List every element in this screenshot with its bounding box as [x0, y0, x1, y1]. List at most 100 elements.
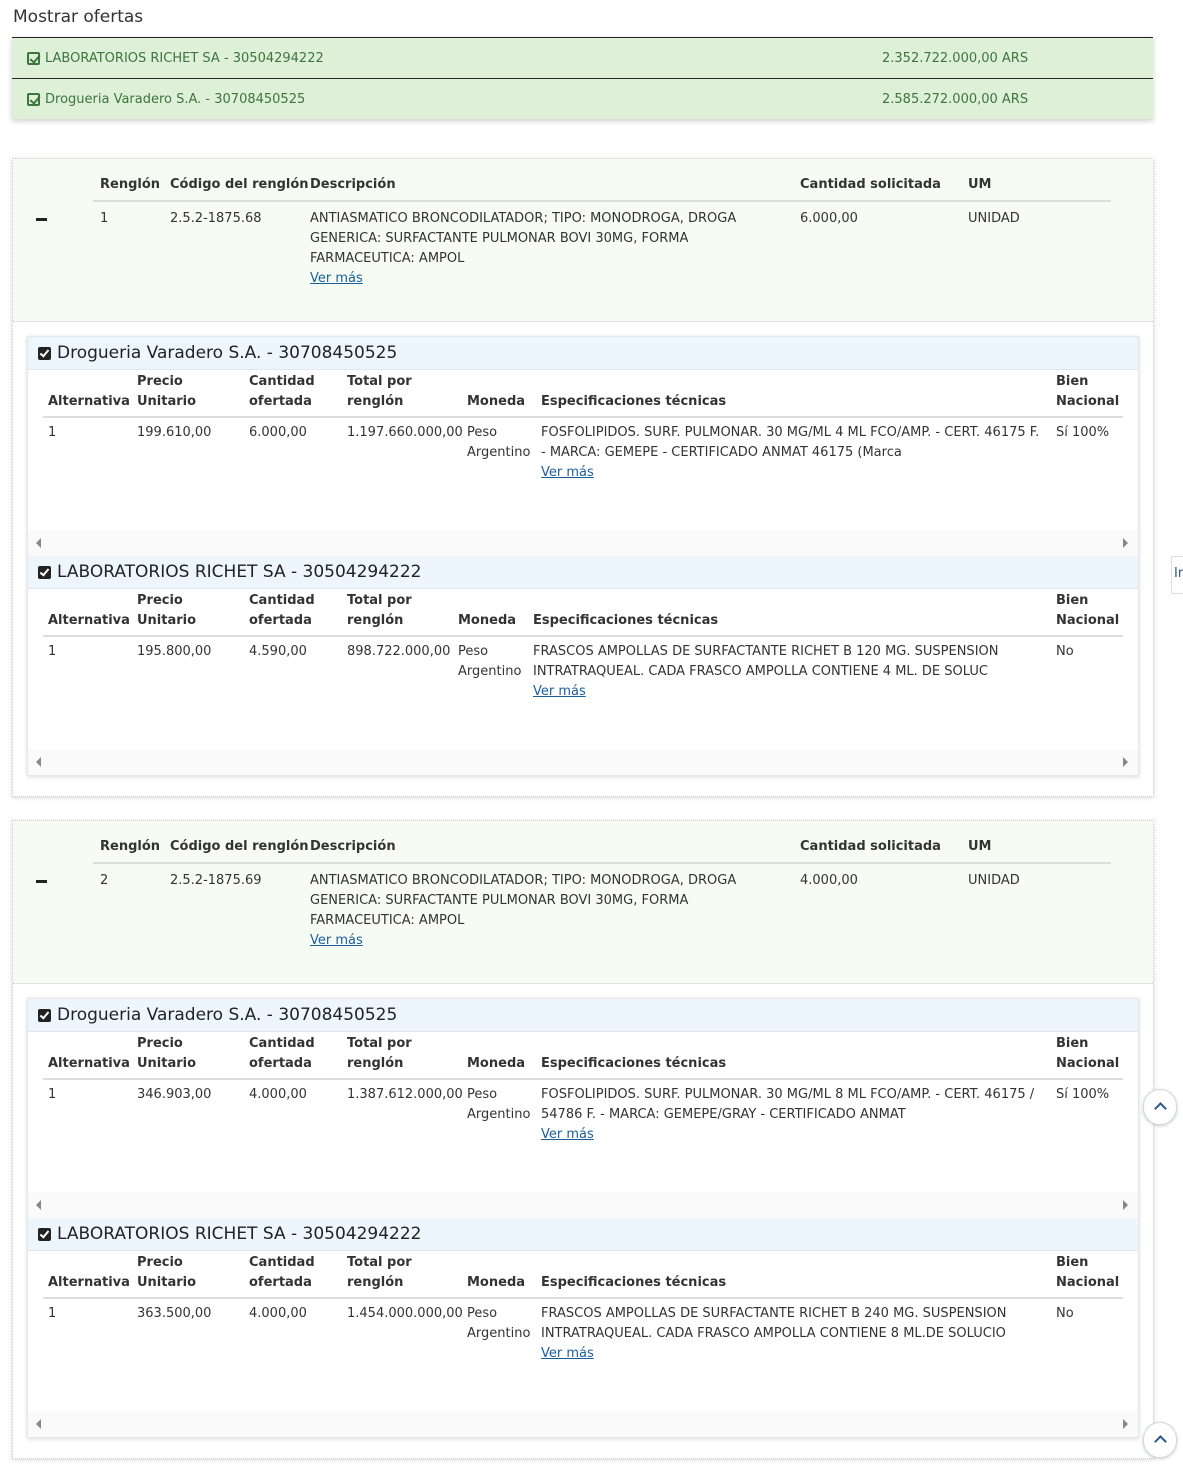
summary-supplier: LABORATORIOS RICHET SA - 30504294222 [45, 50, 324, 66]
item-header: Renglón Código del renglón Descripción C… [13, 821, 1153, 984]
offer-bien-nacional: No [1056, 1306, 1074, 1321]
offer-quantity: 6.000,00 [249, 425, 307, 440]
col-header: Cantidad solicitada [800, 839, 941, 854]
divider [43, 1078, 1123, 1080]
summary-row[interactable]: Drogueria Varadero S.A. - 30708450525 2.5… [12, 78, 1153, 119]
col-header: Total por renglón [347, 1036, 412, 1071]
col-header: Cantidad ofertada [249, 374, 315, 409]
ver-mas-link[interactable]: Ver más [541, 1127, 594, 1142]
col-header: Código del renglón [170, 177, 309, 192]
scroll-top-button[interactable] [1143, 1422, 1177, 1458]
offer-specs: FRASCOS AMPOLLAS DE SURFACTANTE RICHET B… [541, 1306, 1007, 1341]
offer-card: LABORATORIOS RICHET SA - 30504294222 Alt… [28, 556, 1138, 775]
offer-bien-nacional: Sí 100% [1056, 425, 1110, 440]
col-header: Especificaciones técnicas [541, 1275, 727, 1290]
item-header: Renglón Código del renglón Descripción C… [13, 159, 1153, 322]
collapse-icon[interactable] [36, 880, 47, 883]
scroll-right-icon[interactable] [1123, 1200, 1128, 1210]
col-header: Total por renglón [347, 1255, 412, 1290]
offer-specs: FOSFOLIPIDOS. SURF. PULMONAR. 30 MG/ML 8… [541, 1087, 1035, 1122]
offer-alternativa: 1 [48, 425, 57, 440]
horizontal-scrollbar[interactable] [28, 1192, 1138, 1218]
offer-currency: Peso Argentino [467, 1087, 531, 1122]
col-header: Renglón [100, 839, 161, 854]
scroll-top-button[interactable] [1143, 1089, 1177, 1125]
summary-row[interactable]: LABORATORIOS RICHET SA - 30504294222 2.35… [12, 37, 1153, 78]
offer-supplier-header: LABORATORIOS RICHET SA - 30504294222 [28, 1218, 1138, 1251]
scroll-left-icon[interactable] [36, 757, 41, 767]
scroll-left-icon[interactable] [36, 1200, 41, 1210]
ver-mas-link[interactable]: Ver más [541, 1346, 594, 1361]
ver-mas-link[interactable]: Ver más [541, 465, 594, 480]
col-header: Bien Nacional [1056, 1255, 1120, 1290]
scroll-left-icon[interactable] [36, 538, 41, 548]
col-header: Alternativa [48, 394, 130, 409]
offer-currency: Peso Argentino [467, 1306, 531, 1341]
scroll-right-icon[interactable] [1123, 1419, 1128, 1429]
col-header: Precio Unitario [137, 1036, 197, 1071]
offer-bien-nacional: Sí 100% [1056, 1087, 1110, 1102]
col-header: Cantidad solicitada [800, 177, 941, 192]
summary-amount: 2.352.722.000,00 ARS [882, 50, 1029, 66]
col-header: Precio Unitario [137, 374, 197, 409]
col-header: Alternativa [48, 613, 130, 628]
col-header: Descripción [310, 177, 396, 192]
offer-alternativa: 1 [48, 1306, 57, 1321]
go-button[interactable]: Ir [1171, 556, 1183, 594]
scroll-right-icon[interactable] [1123, 538, 1128, 548]
offer-alternativa: 1 [48, 1087, 57, 1102]
col-header: Moneda [467, 1275, 526, 1290]
offer-supplier: Drogueria Varadero S.A. - 30708450525 [57, 1005, 398, 1025]
checkbox-checked-icon[interactable] [38, 565, 51, 579]
ver-mas-link[interactable]: Ver más [310, 271, 363, 286]
col-header: Precio Unitario [137, 593, 197, 628]
collapse-icon[interactable] [36, 218, 47, 221]
checkbox-checked-icon[interactable] [38, 346, 51, 360]
horizontal-scrollbar[interactable] [28, 1411, 1138, 1437]
scroll-left-icon[interactable] [36, 1419, 41, 1429]
offer-quantity: 4.000,00 [249, 1087, 307, 1102]
item-description: ANTIASMATICO BRONCODILATADOR; TIPO: MONO… [310, 211, 737, 266]
col-header: Renglón [100, 177, 161, 192]
item-code: 2.5.2-1875.68 [170, 211, 262, 226]
offer-supplier: Drogueria Varadero S.A. - 30708450525 [57, 343, 398, 363]
summary-amount: 2.585.272.000,00 ARS [882, 91, 1029, 107]
horizontal-scrollbar[interactable] [28, 530, 1138, 556]
item-code: 2.5.2-1875.69 [170, 873, 262, 888]
offer-specs: FRASCOS AMPOLLAS DE SURFACTANTE RICHET B… [533, 644, 999, 679]
col-header: Bien Nacional [1056, 374, 1120, 409]
offer-quantity: 4.000,00 [249, 1306, 307, 1321]
offer-supplier: LABORATORIOS RICHET SA - 30504294222 [57, 562, 422, 582]
ver-mas-link[interactable]: Ver más [533, 684, 586, 699]
offer-card: Drogueria Varadero S.A. - 30708450525 Al… [28, 337, 1138, 556]
col-header: Especificaciones técnicas [541, 1056, 727, 1071]
horizontal-scrollbar[interactable] [28, 749, 1138, 775]
col-header: Código del renglón [170, 839, 309, 854]
offers-panel: Drogueria Varadero S.A. - 30708450525 Al… [27, 336, 1139, 776]
col-header: Alternativa [48, 1275, 130, 1290]
check-square-icon [27, 51, 40, 65]
divider [43, 1297, 1123, 1299]
col-header: Total por renglón [347, 593, 412, 628]
checkbox-checked-icon[interactable] [38, 1008, 51, 1022]
item-renglon: 1 [100, 211, 109, 226]
checkbox-checked-icon[interactable] [38, 1227, 51, 1241]
col-header: Bien Nacional [1056, 1036, 1120, 1071]
item-block: Renglón Código del renglón Descripción C… [12, 158, 1154, 797]
col-header: Cantidad ofertada [249, 1036, 315, 1071]
offer-specs: FOSFOLIPIDOS. SURF. PULMONAR. 30 MG/ML 4… [541, 425, 1040, 460]
offer-supplier-header: Drogueria Varadero S.A. - 30708450525 [28, 999, 1138, 1032]
scroll-right-icon[interactable] [1123, 757, 1128, 767]
col-header: Moneda [467, 394, 526, 409]
offer-unit-price: 199.610,00 [137, 425, 212, 440]
col-header: UM [968, 177, 992, 192]
check-square-icon [27, 92, 40, 106]
col-header: Bien Nacional [1056, 593, 1120, 628]
divider [43, 635, 1123, 637]
item-quantity: 4.000,00 [800, 873, 858, 888]
ver-mas-link[interactable]: Ver más [310, 933, 363, 948]
offer-total: 1.197.660.000,00 [347, 425, 463, 440]
divider [93, 200, 1111, 202]
offer-unit-price: 346.903,00 [137, 1087, 212, 1102]
item-quantity: 6.000,00 [800, 211, 858, 226]
